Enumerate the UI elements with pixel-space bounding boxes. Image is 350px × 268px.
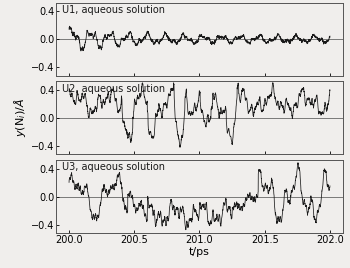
Text: U2, aqueous solution: U2, aqueous solution [62, 84, 165, 94]
X-axis label: t/ps: t/ps [189, 247, 210, 257]
Text: U1, aqueous solution: U1, aqueous solution [62, 5, 165, 15]
Y-axis label: $y$(N$_i$)/$\AA$: $y$(N$_i$)/$\AA$ [13, 98, 28, 137]
Text: U3, aqueous solution: U3, aqueous solution [62, 162, 165, 172]
